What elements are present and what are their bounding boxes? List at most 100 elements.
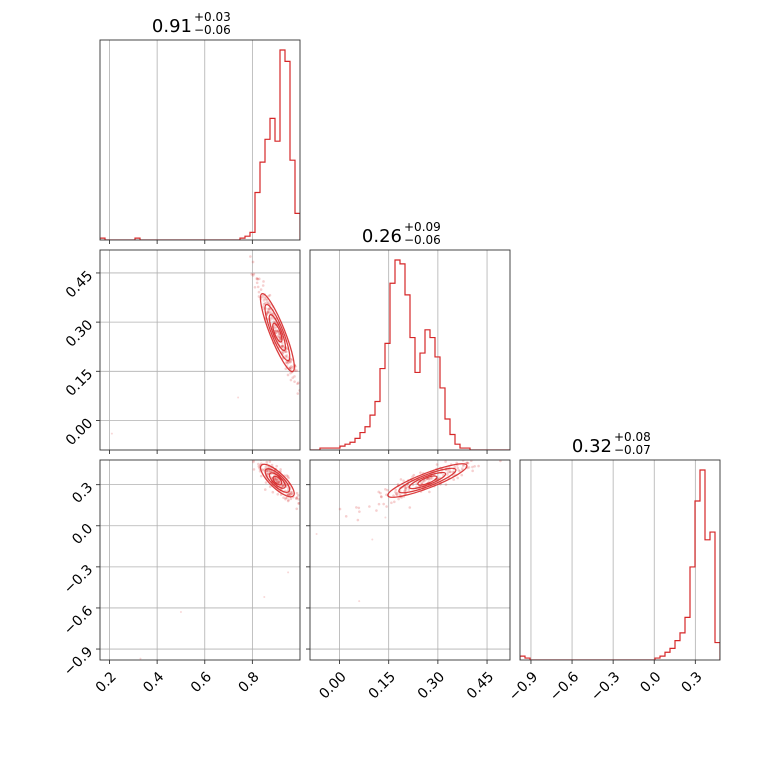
sample-point bbox=[286, 493, 290, 497]
contour-level-2 bbox=[264, 303, 291, 362]
outlier-point bbox=[110, 432, 113, 435]
sample-point bbox=[291, 376, 295, 380]
sample-point bbox=[266, 311, 269, 314]
sample-point bbox=[295, 491, 299, 495]
x-tick-label: 0.0 bbox=[637, 669, 664, 696]
sample-point bbox=[284, 367, 288, 371]
data-layer bbox=[100, 49, 720, 660]
contour-level-1 bbox=[387, 463, 468, 498]
sample-point bbox=[278, 335, 282, 339]
joint-panel-1-2 bbox=[315, 438, 526, 603]
sample-point bbox=[377, 490, 381, 494]
sample-point bbox=[397, 497, 400, 501]
sample-point bbox=[266, 465, 270, 469]
sample-point bbox=[358, 510, 361, 513]
sample-point bbox=[272, 320, 276, 323]
sample-point bbox=[444, 460, 447, 463]
sample-point bbox=[252, 457, 255, 460]
sample-point bbox=[250, 272, 254, 276]
sample-point bbox=[275, 479, 279, 482]
contour-level-1 bbox=[259, 293, 295, 373]
contour-level-3 bbox=[268, 314, 287, 352]
y-tick-label: 0.00 bbox=[63, 415, 96, 448]
x-tick-label: −0.9 bbox=[506, 669, 541, 704]
contour-level-2 bbox=[264, 468, 291, 493]
contour-level-4 bbox=[272, 322, 283, 343]
sample-point bbox=[280, 344, 284, 348]
sample-point bbox=[235, 219, 238, 222]
sample-point bbox=[267, 301, 270, 304]
sample-point bbox=[265, 469, 269, 473]
sample-point bbox=[266, 310, 270, 313]
sample-point bbox=[271, 317, 275, 320]
sample-point bbox=[265, 297, 268, 301]
sample-point bbox=[289, 360, 292, 364]
sample-point bbox=[460, 467, 464, 470]
sample-point bbox=[451, 470, 454, 474]
sample-point bbox=[390, 501, 393, 505]
sample-point bbox=[261, 305, 265, 308]
sample-point bbox=[277, 335, 280, 339]
sample-point bbox=[266, 307, 270, 311]
sample-point bbox=[294, 497, 298, 500]
sample-point bbox=[404, 486, 408, 489]
sample-point bbox=[286, 475, 290, 478]
sample-point bbox=[395, 492, 398, 495]
y-tick-label: 0.3 bbox=[69, 480, 96, 507]
sample-point bbox=[291, 365, 295, 369]
sample-point bbox=[452, 478, 456, 481]
panel-frame-0-2 bbox=[99, 459, 301, 661]
sample-point bbox=[289, 493, 292, 496]
sample-point bbox=[274, 477, 277, 481]
sample-point bbox=[285, 350, 288, 354]
outlier-point bbox=[371, 538, 374, 541]
sample-point bbox=[467, 466, 471, 469]
x-tick-label: 0.15 bbox=[366, 669, 399, 702]
sample-point bbox=[277, 480, 281, 483]
sample-point bbox=[394, 488, 398, 492]
sample-point bbox=[277, 330, 280, 334]
outlier-point bbox=[384, 516, 387, 519]
sample-point bbox=[263, 302, 267, 305]
sample-point bbox=[444, 483, 448, 486]
sample-point bbox=[251, 260, 255, 264]
sample-point bbox=[290, 358, 294, 362]
sample-point bbox=[279, 468, 282, 471]
sample-point bbox=[266, 472, 269, 476]
outlier-point bbox=[263, 595, 266, 598]
sample-point bbox=[474, 457, 477, 460]
sample-point bbox=[257, 462, 260, 466]
sample-point bbox=[267, 310, 270, 314]
sample-point bbox=[296, 392, 300, 395]
sample-point bbox=[408, 506, 412, 509]
sample-point bbox=[395, 493, 399, 497]
y-tick-label: 0.30 bbox=[63, 317, 96, 350]
histogram-step-line bbox=[100, 49, 300, 240]
sample-point bbox=[264, 481, 268, 484]
y-tick-label: 0.15 bbox=[63, 366, 96, 399]
sample-point bbox=[277, 332, 281, 336]
sample-point bbox=[288, 366, 292, 369]
sample-point bbox=[398, 493, 402, 497]
sample-point bbox=[379, 495, 383, 498]
sample-point bbox=[255, 452, 258, 455]
sample-point bbox=[289, 367, 293, 370]
sample-point bbox=[430, 476, 434, 480]
sample-point bbox=[523, 438, 526, 441]
title-upper-err-2: +0.08 bbox=[614, 430, 651, 444]
sample-point bbox=[262, 302, 266, 306]
title-upper-err-1: +0.09 bbox=[404, 220, 441, 234]
sample-point bbox=[289, 371, 292, 375]
sample-point bbox=[285, 354, 289, 357]
sample-point bbox=[258, 453, 261, 456]
sample-point bbox=[424, 478, 427, 482]
y-tick-label: −0.3 bbox=[61, 562, 96, 597]
sample-point bbox=[379, 491, 382, 495]
title-lower-err-1: −0.06 bbox=[404, 233, 441, 247]
sample-point bbox=[265, 469, 269, 473]
outlier-point bbox=[287, 571, 290, 574]
sample-point bbox=[289, 490, 292, 494]
sample-point bbox=[271, 454, 274, 457]
sample-point bbox=[355, 506, 358, 509]
panel-frame-0-1 bbox=[99, 249, 301, 451]
